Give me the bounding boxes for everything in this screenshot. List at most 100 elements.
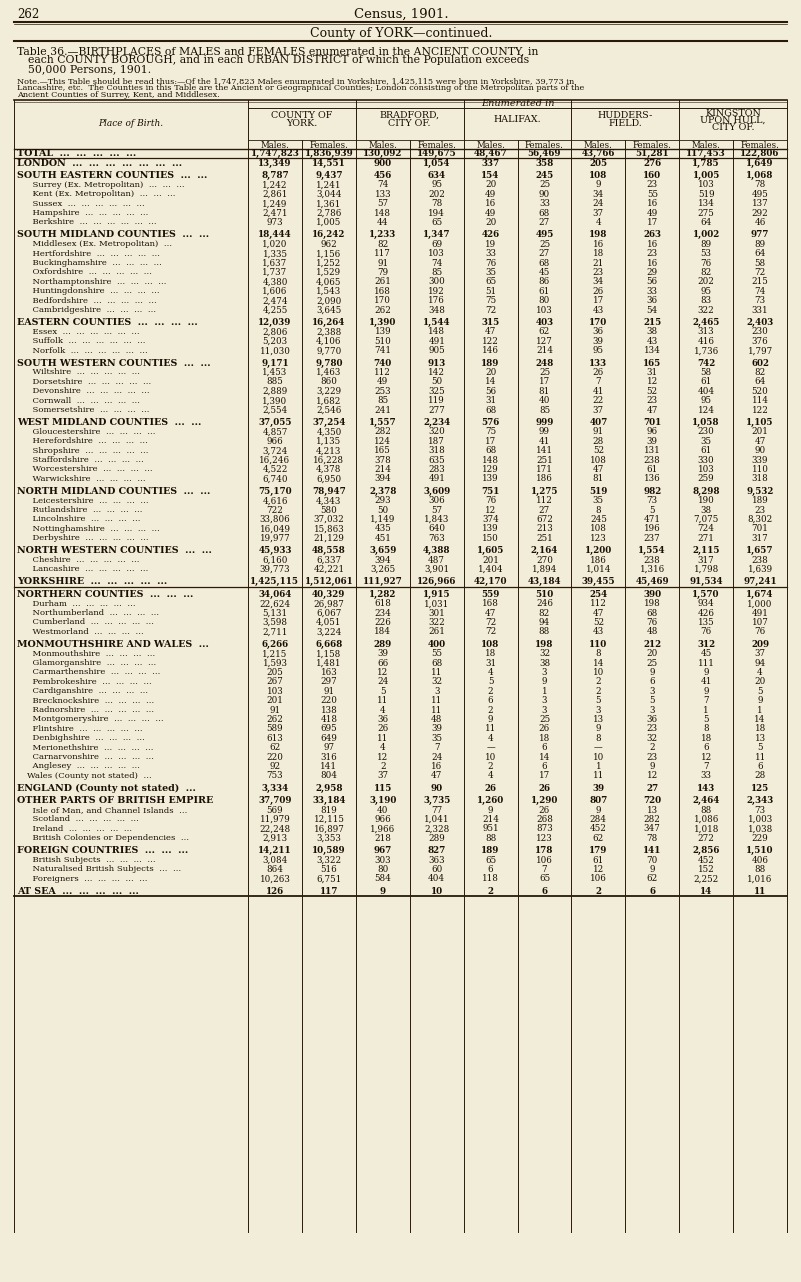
Text: 99: 99 bbox=[539, 427, 550, 436]
Text: 18: 18 bbox=[539, 733, 550, 742]
Text: 39: 39 bbox=[592, 783, 605, 792]
Text: Monmouthshire  ...  ...  ...  ...: Monmouthshire ... ... ... ... bbox=[27, 650, 155, 658]
Text: Herefordshire  ...  ...  ...  ...: Herefordshire ... ... ... ... bbox=[27, 437, 148, 445]
Text: 64: 64 bbox=[700, 218, 712, 227]
Text: 271: 271 bbox=[698, 533, 714, 542]
Text: 118: 118 bbox=[482, 874, 499, 883]
Text: 23: 23 bbox=[646, 249, 658, 258]
Text: 8,302: 8,302 bbox=[747, 515, 773, 524]
Text: 108: 108 bbox=[590, 524, 607, 533]
Text: 215: 215 bbox=[751, 277, 768, 286]
Text: Lancashire  ...  ...  ...  ...  ...: Lancashire ... ... ... ... ... bbox=[27, 565, 148, 573]
Text: 3,084: 3,084 bbox=[262, 855, 288, 864]
Text: 163: 163 bbox=[320, 668, 337, 677]
Text: 8: 8 bbox=[595, 505, 602, 514]
Text: Wales (County not stated)  ...: Wales (County not stated) ... bbox=[27, 772, 151, 779]
Text: 6: 6 bbox=[488, 696, 493, 705]
Text: 22,248: 22,248 bbox=[260, 824, 291, 833]
Text: 495: 495 bbox=[751, 190, 768, 199]
Text: 133: 133 bbox=[590, 359, 607, 368]
Text: 4,213: 4,213 bbox=[316, 446, 341, 455]
Text: 2,378: 2,378 bbox=[369, 487, 396, 496]
Text: 45,469: 45,469 bbox=[635, 577, 669, 586]
Text: 13: 13 bbox=[593, 715, 604, 724]
Text: 238: 238 bbox=[644, 555, 661, 564]
Text: 103: 103 bbox=[267, 687, 284, 696]
Text: 24: 24 bbox=[377, 677, 388, 686]
Text: 1,016: 1,016 bbox=[747, 874, 773, 883]
Text: 39,773: 39,773 bbox=[260, 565, 290, 574]
Text: 238: 238 bbox=[751, 555, 768, 564]
Text: 5,203: 5,203 bbox=[263, 337, 288, 346]
Text: 49: 49 bbox=[485, 190, 496, 199]
Text: 322: 322 bbox=[698, 305, 714, 314]
Text: 103: 103 bbox=[536, 305, 553, 314]
Text: 12,039: 12,039 bbox=[258, 318, 292, 327]
Text: 11: 11 bbox=[431, 696, 442, 705]
Text: 97: 97 bbox=[324, 744, 334, 753]
Text: 137: 137 bbox=[751, 199, 768, 208]
Text: Scotland  ...  ...  ...  ...  ...: Scotland ... ... ... ... ... bbox=[27, 815, 139, 823]
Text: 108: 108 bbox=[590, 455, 607, 464]
Text: Males.: Males. bbox=[584, 141, 613, 150]
Text: 741: 741 bbox=[374, 346, 391, 355]
Text: Males.: Males. bbox=[260, 141, 289, 150]
Text: 194: 194 bbox=[429, 209, 445, 218]
Text: 91,534: 91,534 bbox=[690, 577, 723, 586]
Text: 110: 110 bbox=[590, 640, 607, 649]
Text: 58: 58 bbox=[755, 259, 766, 268]
Text: 262: 262 bbox=[17, 8, 39, 21]
Text: 9,437: 9,437 bbox=[315, 171, 343, 179]
Text: 11: 11 bbox=[377, 696, 388, 705]
Text: 51: 51 bbox=[485, 287, 496, 296]
Text: 1,249: 1,249 bbox=[262, 199, 288, 208]
Text: HALIFAX.: HALIFAX. bbox=[493, 114, 541, 123]
Text: 753: 753 bbox=[267, 772, 284, 781]
Text: 2,164: 2,164 bbox=[531, 546, 558, 555]
Text: Females.: Females. bbox=[309, 141, 348, 150]
Text: 48,467: 48,467 bbox=[473, 149, 507, 158]
Text: 82: 82 bbox=[377, 240, 388, 249]
Text: 10: 10 bbox=[431, 887, 443, 896]
Text: 68: 68 bbox=[646, 609, 658, 618]
Text: 10: 10 bbox=[593, 668, 604, 677]
Text: 6: 6 bbox=[541, 744, 547, 753]
Text: 20: 20 bbox=[485, 218, 496, 227]
Text: 189: 189 bbox=[481, 359, 500, 368]
Text: Sussex  ...  ...  ...  ...  ...  ...: Sussex ... ... ... ... ... ... bbox=[27, 200, 145, 208]
Text: 277: 277 bbox=[429, 405, 445, 414]
Text: 89: 89 bbox=[755, 240, 766, 249]
Text: 12: 12 bbox=[377, 668, 388, 677]
Text: 452: 452 bbox=[698, 855, 714, 864]
Text: 6,740: 6,740 bbox=[262, 474, 288, 483]
Text: 602: 602 bbox=[751, 359, 769, 368]
Text: 43: 43 bbox=[646, 337, 658, 346]
Text: 47: 47 bbox=[593, 465, 604, 474]
Text: 201: 201 bbox=[267, 696, 284, 705]
Text: 982: 982 bbox=[643, 487, 662, 496]
Text: Westmorland  ...  ...  ...  ...: Westmorland ... ... ... ... bbox=[27, 628, 143, 636]
Text: 5,131: 5,131 bbox=[263, 609, 288, 618]
Text: 6,266: 6,266 bbox=[261, 640, 288, 649]
Text: 33: 33 bbox=[701, 772, 711, 781]
Text: 9,770: 9,770 bbox=[316, 346, 341, 355]
Text: NORTHERN COUNTIES  ...  ...  ...: NORTHERN COUNTIES ... ... ... bbox=[17, 590, 193, 599]
Text: Anglesey  ...  ...  ...  ...  ...: Anglesey ... ... ... ... ... bbox=[27, 763, 140, 770]
Text: SOUTH MIDLAND COUNTIES  ...  ...: SOUTH MIDLAND COUNTIES ... ... bbox=[17, 231, 209, 240]
Text: 510: 510 bbox=[374, 337, 391, 346]
Text: 90: 90 bbox=[431, 783, 443, 792]
Text: SOUTH WESTERN COUNTIES  ...  ...: SOUTH WESTERN COUNTIES ... ... bbox=[17, 359, 211, 368]
Text: 297: 297 bbox=[320, 677, 337, 686]
Text: 315: 315 bbox=[481, 318, 500, 327]
Text: 8: 8 bbox=[595, 733, 602, 742]
Text: 763: 763 bbox=[429, 533, 445, 542]
Text: 170: 170 bbox=[590, 318, 607, 327]
Text: 358: 358 bbox=[535, 159, 553, 168]
Text: 962: 962 bbox=[320, 240, 337, 249]
Text: 649: 649 bbox=[320, 733, 337, 742]
Text: 76: 76 bbox=[755, 627, 766, 636]
Text: 7: 7 bbox=[703, 696, 709, 705]
Text: 1,404: 1,404 bbox=[477, 565, 503, 574]
Text: 37,032: 37,032 bbox=[313, 515, 344, 524]
Text: 111,927: 111,927 bbox=[363, 577, 403, 586]
